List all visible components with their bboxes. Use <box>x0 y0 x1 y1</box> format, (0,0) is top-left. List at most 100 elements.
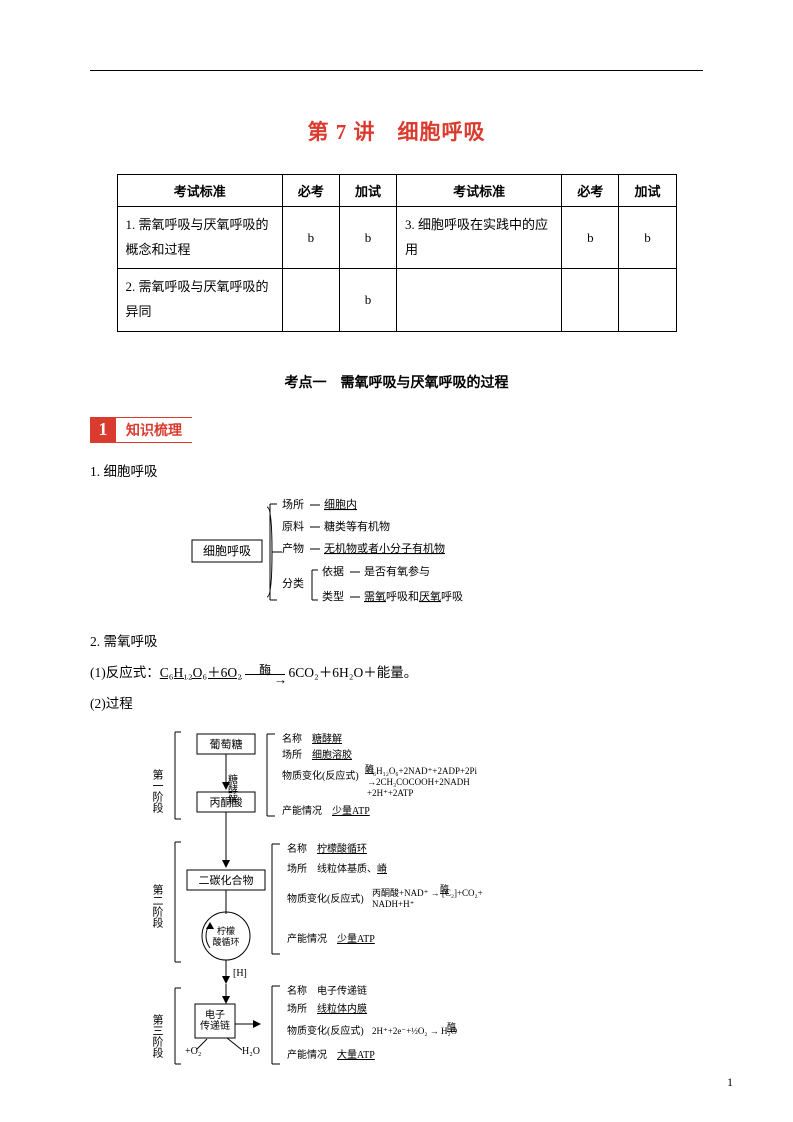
td: 2. 需氧呼吸与厌氧呼吸的异同 <box>117 269 282 331</box>
v: 柠檬酸循环 <box>317 842 367 855</box>
suffix: 。 <box>404 665 418 680</box>
stage-label: 第三阶段 <box>151 1012 164 1058</box>
k: 原料 <box>282 519 304 533</box>
svg-text:产能情况 大量ATP: 产能情况 大量ATP <box>287 1048 375 1061</box>
svg-text:产能情况 少量ATP: 产能情况 少量ATP <box>287 932 375 945</box>
td: 1. 需氧呼吸与厌氧呼吸的概念和过程 <box>117 207 282 269</box>
svg-text:名称 电子传递链: 名称 电子传递链 <box>287 984 367 997</box>
circle-label: 柠檬酸循环 <box>212 925 239 947</box>
td: b <box>619 207 676 269</box>
td <box>282 269 339 331</box>
paragraph: 2. 需氧呼吸 <box>90 631 703 654</box>
section-badge: 1 知识梳理 <box>90 417 703 443</box>
k: 名称 <box>287 984 307 997</box>
th: 加试 <box>339 175 396 207</box>
v: 少量ATP <box>332 805 370 817</box>
v: C₆H₁₂O₆+2NAD⁺+2ADP+2Pi →2CH₃COCOOH+2NADH… <box>367 766 479 798</box>
v: 线粒体基质、 <box>317 862 377 875</box>
td: b <box>339 269 396 331</box>
diagram-cell-respiration-tree: 细胞呼吸 场所 细胞内 原料 糖类等有机物 产物 无机物或者小分子有机物 分类 <box>90 492 703 617</box>
stage-label: 第二阶段 <box>151 882 164 928</box>
k: 类型 <box>322 589 344 603</box>
th: 必考 <box>562 175 619 207</box>
enz: 酶 <box>440 883 449 894</box>
top-rule <box>90 70 703 71</box>
k: 分类 <box>282 576 304 590</box>
th: 考试标准 <box>396 175 561 207</box>
mid: 呼吸和 <box>386 590 419 603</box>
page-number: 1 <box>727 1075 733 1090</box>
k: 场所 <box>282 497 304 511</box>
k: 产物 <box>282 541 304 555</box>
v: 是否有氧参与 <box>364 564 430 578</box>
badge-number: 1 <box>90 417 116 443</box>
v: 大量ATP <box>337 1048 375 1061</box>
diagram-aerobic-stages: 第一阶段 第二阶段 第三阶段 葡萄糖 糖酵解 丙酮酸 名称 糖酵解 场所 细胞溶… <box>90 724 703 1079</box>
tree-svg: 细胞呼吸 场所 细胞内 原料 糖类等有机物 产物 无机物或者小分子有机物 分类 <box>182 492 612 612</box>
td: 3. 细胞呼吸在实践中的应用 <box>396 207 561 269</box>
out: [H] <box>233 968 247 979</box>
topic-heading: 考点一 需氧呼吸与厌氧呼吸的过程 <box>90 372 703 392</box>
k: 物质变化(反应式) <box>282 769 359 782</box>
v: 少量ATP <box>337 933 375 945</box>
td: b <box>339 207 396 269</box>
svg-text:产能情况 少量ATP: 产能情况 少量ATP <box>282 804 370 817</box>
paragraph: (2)过程 <box>90 693 703 716</box>
v: 细胞内 <box>324 497 357 511</box>
v: 需氧 <box>364 589 386 603</box>
th: 加试 <box>619 175 676 207</box>
td: b <box>562 207 619 269</box>
stages-svg: 第一阶段 第二阶段 第三阶段 葡萄糖 糖酵解 丙酮酸 名称 糖酵解 场所 细胞溶… <box>147 724 647 1074</box>
k: 场所 <box>287 1002 307 1015</box>
box: 二碳化合物 <box>198 873 253 887</box>
td <box>396 269 561 331</box>
k: 场所 <box>282 748 302 761</box>
v: 糖类等有机物 <box>324 519 390 533</box>
box: 丙酮酸 <box>209 795 242 809</box>
v: 丙酮酸+NAD⁺ → [C₂]+CO₂+ NADH+H⁺ <box>372 888 485 909</box>
k: 依据 <box>322 564 344 578</box>
v: 糖酵解 <box>312 732 342 745</box>
v: 电子传递链 <box>317 984 367 997</box>
standards-table: 考试标准 必考 加试 考试标准 必考 加试 1. 需氧呼吸与厌氧呼吸的概念和过程… <box>117 174 677 332</box>
tail: 呼吸 <box>441 590 463 603</box>
k: 产能情况 <box>282 804 322 817</box>
v: 细胞溶胶 <box>312 748 352 761</box>
lhs: C₆H₁₂O₆＋6O₂ <box>160 665 242 680</box>
formula-line: (1)反应式：C₆H₁₂O₆＋6O₂ 酶 → 6CO₂＋6H₂O＋能量。 <box>90 662 703 685</box>
svg-text:名称 柠檬酸循环: 名称 柠檬酸循环 <box>287 842 367 855</box>
box: 电子传递链 <box>200 1008 230 1032</box>
k: 名称 <box>282 732 302 745</box>
root-label: 细胞呼吸 <box>202 544 250 558</box>
prefix: (1)反应式： <box>90 665 160 680</box>
th: 考试标准 <box>117 175 282 207</box>
svg-text:需氧呼吸和厌氧呼吸: 需氧呼吸和厌氧呼吸 <box>364 589 463 603</box>
k: 物质变化(反应式) <box>287 1024 364 1037</box>
k: 产能情况 <box>287 932 327 945</box>
k: 名称 <box>287 842 307 855</box>
k: 产能情况 <box>287 1048 327 1061</box>
k: 物质变化(反应式) <box>287 892 364 905</box>
table-header-row: 考试标准 必考 加试 考试标准 必考 加试 <box>117 175 676 207</box>
v: 无机物或者小分子有机物 <box>324 541 445 555</box>
badge-text: 知识梳理 <box>116 417 192 443</box>
td: b <box>282 207 339 269</box>
table-row: 1. 需氧呼吸与厌氧呼吸的概念和过程 b b 3. 细胞呼吸在实践中的应用 b … <box>117 207 676 269</box>
th: 必考 <box>282 175 339 207</box>
td <box>619 269 676 331</box>
stage-label: 第一阶段 <box>151 767 164 813</box>
k: 场所 <box>287 862 307 875</box>
enz: 酶 <box>365 763 374 774</box>
v: 线粒体内膜 <box>317 1002 367 1015</box>
rhs: 6CO₂＋6H₂O＋能量 <box>289 665 404 680</box>
svg-text:名称 糖酵解: 名称 糖酵解 <box>282 732 342 745</box>
svg-text:场所 线粒体基质、嵴: 场所 线粒体基质、嵴 <box>287 862 387 875</box>
svg-text:场所 线粒体内膜: 场所 线粒体内膜 <box>287 1002 367 1015</box>
out: H₂O <box>242 1046 260 1057</box>
paragraph: 1. 细胞呼吸 <box>90 461 703 484</box>
lesson-title: 第 7 讲 细胞呼吸 <box>90 116 703 146</box>
v: 厌氧 <box>419 589 441 603</box>
box: 葡萄糖 <box>209 737 242 751</box>
page: 第 7 讲 细胞呼吸 考试标准 必考 加试 考试标准 必考 加试 1. 需氧呼吸… <box>0 0 793 1122</box>
svg-text:场所 细胞溶胶: 场所 细胞溶胶 <box>282 748 352 761</box>
